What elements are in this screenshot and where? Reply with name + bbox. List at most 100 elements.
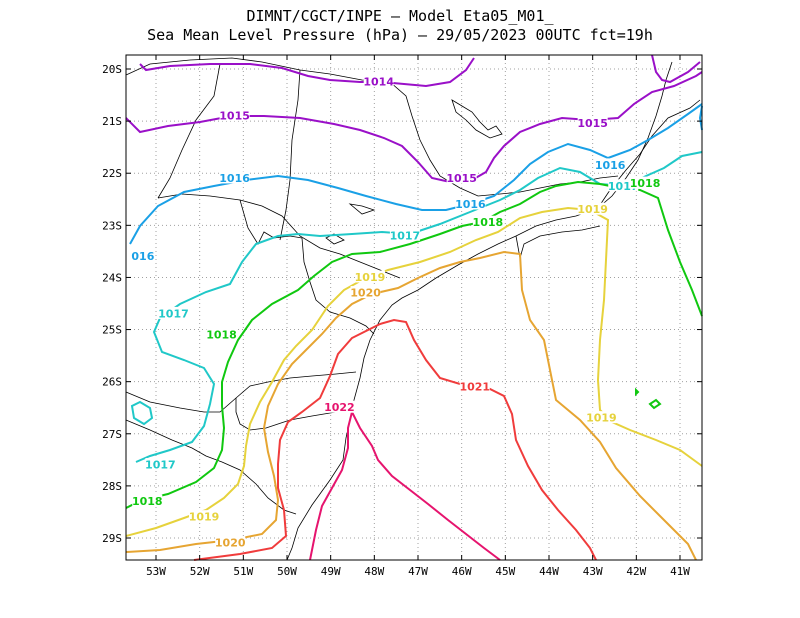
lon-tick-label: 49W [321,565,341,578]
state-border [157,193,401,279]
isobar-1019 [125,206,703,537]
contour-label-bg [215,536,246,549]
lon-tick-label: 44W [539,565,559,578]
state-border [279,69,301,241]
contour-label-bg [577,116,608,129]
longitude-axis: 53W 52W 51W 50W 49W 48W 47W 46W 45W 44W 43W 42W 41W [146,55,690,578]
lon-tick-label: 41W [670,565,690,578]
contour-label: 1015 [577,117,608,130]
coastline [286,61,673,561]
map-title: DIMNT/CGCT/INPE – Model Eta05_M01_ [246,7,554,25]
contour-label: 1022 [324,401,355,414]
lon-tick-label: 51W [233,565,253,578]
contour-label: 1017 [158,307,189,320]
isobar-1014 [139,57,475,88]
state-border [157,63,221,199]
contour-label: 1020 [350,287,381,300]
lon-tick-label: 48W [364,565,384,578]
state-border [235,398,351,431]
lat-tick-label: 20S [102,63,122,76]
lat-tick-label: 27S [102,428,122,441]
contour-label: 1017 [145,459,176,472]
state-border [125,371,357,413]
contour-label-bg [131,249,155,262]
contour-label: 1021 [459,380,490,393]
contour-label-bg [586,411,617,424]
lon-tick-label: 52W [190,565,210,578]
lat-tick-label: 22S [102,167,122,180]
contour-label: 1014 [363,76,394,89]
contour-label: 016 [131,250,154,263]
contour-label-bg [595,158,626,171]
lat-tick-label: 25S [102,324,122,337]
contour-label-bg [455,197,486,210]
isobar-1016 [129,103,703,245]
state-border [301,237,375,335]
isobar-1020 [125,250,697,561]
isobar-1015 [698,105,703,131]
isobar-1022 [309,409,501,561]
lat-tick-label: 26S [102,376,122,389]
contour-label: 1020 [215,537,246,550]
contour-label: 1019 [355,271,386,284]
contour-label: 1018 [132,495,163,508]
contour-label-bg [219,108,250,121]
contour-label-bg [472,215,503,228]
contour-label-bg [577,202,608,215]
lagoon [348,203,376,215]
lat-lon-grid [126,55,702,560]
isobar-1018 [635,387,640,397]
contour-label-bg [350,286,381,299]
lon-tick-label: 50W [277,565,297,578]
contour-label-bg [363,75,394,88]
isobar-1021 [193,318,597,561]
map-frame [125,54,703,561]
isobar-1014 [651,54,701,84]
contour-label-bg [158,306,189,319]
isobar-1017 [135,151,703,463]
lon-tick-label: 46W [452,565,472,578]
state-border [239,199,303,245]
contour-label-bg [132,494,163,507]
isobar-1018 [648,398,662,410]
contour-label: 1017 [390,229,421,242]
state-border [125,419,297,515]
state-border [125,57,521,197]
contour-labels: 1014 1015 1015 1015 1016 1016 1016 016 1017 1017 1… [131,75,660,550]
lagoon [451,99,503,139]
coastline-and-borders [125,57,701,561]
isobar-contours [125,54,703,561]
lon-tick-label: 42W [626,565,646,578]
contour-label: 1016 [219,172,250,185]
latitude-axis: 20S 21S 22S 23S 24S 25S 26S 27S 28S 29S [102,63,702,545]
contour-label-bg [189,510,220,523]
contour-label: 1019 [189,511,220,524]
lon-tick-label: 43W [583,565,603,578]
lon-tick-label: 53W [146,565,166,578]
contour-label: 1018 [206,328,237,341]
lat-tick-label: 23S [102,219,122,232]
contour-label: 1018 [630,177,661,190]
lon-tick-label: 47W [408,565,428,578]
lon-tick-label: 45W [495,565,515,578]
contour-label: 1015 [446,172,477,185]
contour-label: 1019 [586,412,617,425]
contour-label-bg [459,379,490,392]
contour-label-bg [446,171,477,184]
contour-label: 1019 [577,203,608,216]
isobar-1017 [130,400,154,426]
contour-label-bg [206,327,237,340]
contour-label-bg [324,400,355,413]
contour-label-bg [354,270,385,283]
contour-label: 1018 [473,216,504,229]
contour-label-bg [219,171,250,184]
map-subtitle: Sea Mean Level Pressure (hPa) – 29/05/20… [147,26,653,44]
contour-label-bg [389,228,420,241]
lat-tick-label: 28S [102,480,122,493]
contour-label-bg [145,458,176,471]
lat-tick-label: 29S [102,532,122,545]
contour-label-bg [630,176,661,189]
lat-tick-label: 24S [102,271,122,284]
contour-label: 1015 [219,109,250,122]
